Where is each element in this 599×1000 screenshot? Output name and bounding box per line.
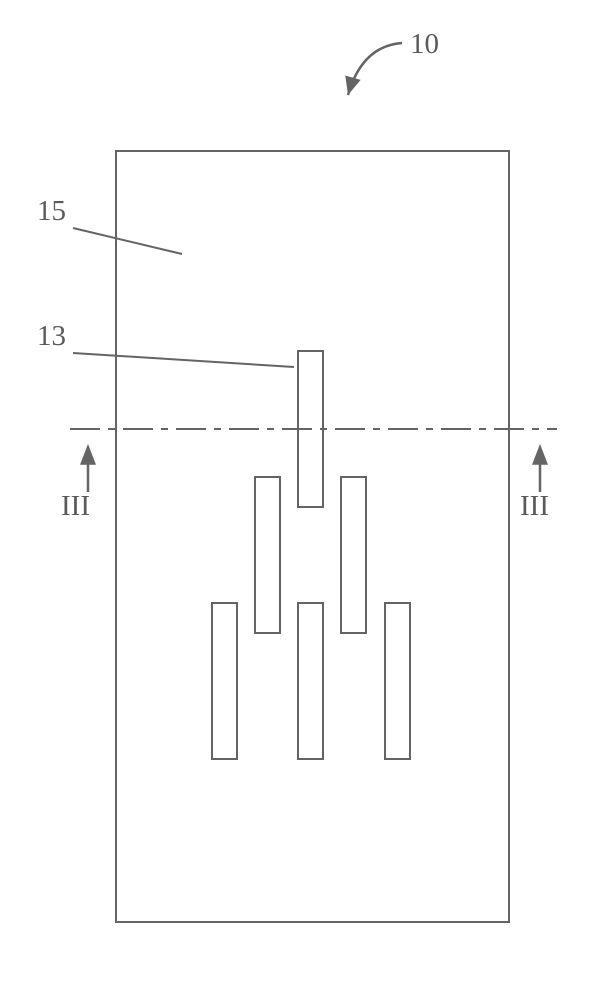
label-fig-ref-10: 10 <box>410 28 439 61</box>
label-ref-13: 13 <box>37 320 66 353</box>
label-ref-15: 15 <box>37 195 66 228</box>
leader-15 <box>73 228 182 254</box>
leader-13 <box>73 353 294 367</box>
fig-ref-arrow-head <box>345 75 360 95</box>
label-section-iii-left: III <box>61 490 90 523</box>
diagram-stage: 10 15 13 III III <box>0 0 599 1000</box>
label-section-iii-right: III <box>520 490 549 523</box>
section-arrow-right <box>532 444 548 492</box>
fig-ref-arrow-shaft <box>348 43 402 95</box>
section-arrow-left <box>80 444 96 492</box>
